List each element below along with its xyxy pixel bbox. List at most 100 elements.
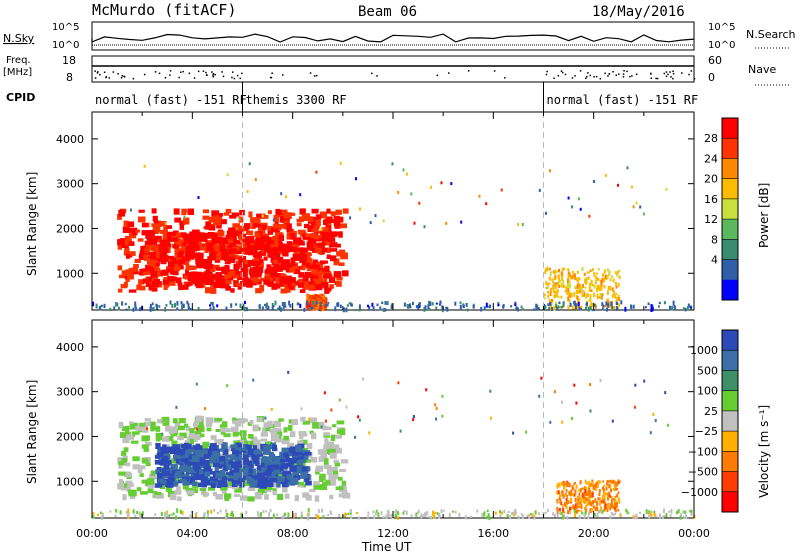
echo-cell: [166, 268, 174, 273]
echo-cell: [557, 490, 560, 495]
echo-cell: [240, 469, 246, 476]
echo-cell: [600, 506, 603, 511]
echo-cell: [244, 467, 253, 473]
echo-cell: [583, 272, 586, 277]
echo-cell: [325, 297, 328, 301]
echo-cell: [578, 278, 581, 281]
echo-cell: [436, 512, 439, 516]
echo-cell: [291, 281, 296, 287]
echo-cell: [614, 486, 617, 491]
echo-cell: [211, 301, 214, 306]
echo-cell: [346, 304, 349, 307]
echo-cell: [610, 512, 613, 515]
echo-cell: [152, 262, 160, 266]
echo-cell: [367, 511, 370, 515]
echo-cell: [218, 244, 225, 248]
nsky-trace: [91, 33, 695, 46]
echo-cell: [240, 512, 243, 517]
echo-cell: [206, 242, 214, 250]
echo-cell: [446, 306, 449, 312]
echo-cell: [281, 280, 286, 284]
echo-cell: [202, 479, 210, 486]
echo-cell: [265, 510, 268, 513]
echo-cell: [266, 281, 274, 285]
echo-cell: [119, 479, 124, 486]
echo-cell: [557, 295, 560, 299]
echo-cell: [225, 208, 232, 214]
echo-cell: [330, 434, 336, 441]
echo-cell: [577, 290, 580, 294]
echo-cell: [549, 307, 552, 311]
nave-tick-top: 60: [708, 54, 722, 67]
echo-cell: [297, 283, 304, 288]
echo-cell: [299, 289, 306, 293]
echo-cell: [567, 305, 570, 310]
echo-cell: [327, 513, 330, 517]
echo-cell: [580, 504, 583, 509]
echo-cell: [247, 460, 254, 464]
echo-cell: [229, 469, 238, 476]
echo-cell: [299, 216, 304, 220]
echo-cell: [139, 422, 146, 427]
echo-cell: [329, 452, 337, 459]
echo-cell: [293, 251, 301, 255]
echo-cell: [174, 248, 182, 254]
echo-cell: [276, 513, 279, 517]
echo-cell: [645, 306, 647, 309]
echo-cell: [609, 278, 612, 282]
echo-cell: [306, 306, 309, 309]
echo-cell: [233, 477, 239, 481]
echo-cell: [148, 474, 154, 480]
echo-cell: [588, 299, 591, 302]
nave-dot: [132, 77, 135, 80]
echo-cell: [573, 505, 576, 509]
echo-cell: [128, 241, 135, 246]
echo-cell: [567, 277, 570, 281]
echo-cell: [324, 438, 329, 445]
echo-cell: [276, 480, 281, 488]
echo-cell: [574, 482, 576, 484]
echo-cell: [561, 504, 564, 507]
echo-cell: [677, 509, 680, 514]
echo-cell: [259, 277, 267, 282]
echo-cell: [589, 490, 592, 496]
echo-cell: [130, 440, 139, 444]
echo-cell: [578, 277, 581, 280]
echo-cell: [679, 515, 682, 520]
echo-cell: [124, 462, 131, 467]
echo-cell: [314, 514, 317, 517]
echo-cell: [132, 267, 138, 272]
echo-cell: [577, 499, 580, 503]
colorbar-swatch: [722, 330, 738, 351]
echo-cell: [294, 247, 302, 251]
echo-cell: [182, 485, 189, 490]
echo-cell: [283, 435, 289, 441]
echo-cell: [300, 407, 303, 411]
echo-cell: [214, 452, 221, 457]
echo-cell: [547, 294, 550, 299]
echo-cell: [568, 272, 571, 277]
echo-cell: [137, 238, 144, 242]
echo-cell: [290, 258, 295, 264]
echo-cell: [209, 254, 215, 261]
echo-cell: [272, 223, 278, 229]
echo-cell: [663, 301, 666, 305]
echo-cell: [154, 491, 162, 496]
nave-dot: [105, 76, 107, 79]
echo-cell: [278, 305, 281, 310]
x-tick-label: 16:00: [477, 527, 509, 540]
echo-cell: [242, 444, 249, 451]
echo-cell: [551, 307, 554, 311]
echo-cell: [178, 265, 184, 270]
echo-cell: [574, 277, 577, 281]
echo-cell: [684, 514, 687, 517]
echo-cell: [283, 452, 289, 458]
echo-cell: [134, 304, 137, 308]
echo-cell: [584, 489, 587, 494]
echo-cell: [563, 514, 566, 520]
echo-cell: [389, 514, 392, 518]
echo-cell: [576, 270, 579, 274]
echo-cell: [323, 432, 330, 436]
echo-cell: [215, 277, 220, 285]
nave-dot: [693, 78, 696, 80]
